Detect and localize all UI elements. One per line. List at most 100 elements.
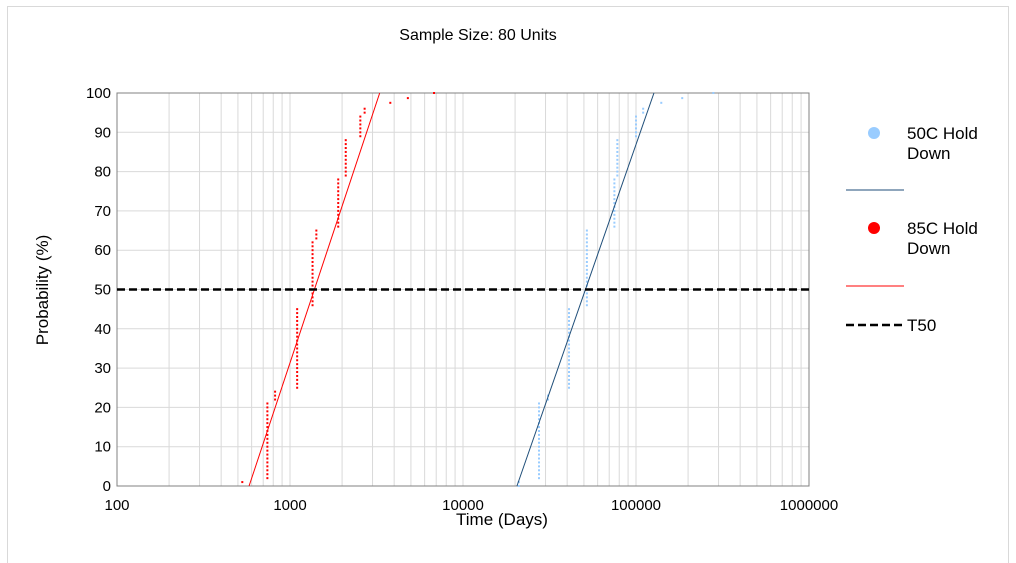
data-point-series-2	[266, 418, 269, 421]
data-point-series-2	[311, 260, 314, 263]
data-point-series-0	[613, 194, 616, 197]
data-point-series-2	[296, 371, 299, 374]
data-point-series-0	[616, 143, 619, 146]
data-point-series-2	[311, 292, 314, 295]
data-point-series-0	[613, 198, 616, 201]
data-point-series-0	[613, 182, 616, 185]
data-point-series-2	[296, 367, 299, 370]
data-point-series-2	[311, 280, 314, 283]
data-point-series-2	[266, 410, 269, 413]
data-point-series-0	[568, 351, 571, 354]
chart-title: Sample Size: 80 Units	[399, 27, 556, 44]
y-axis-title: Probability (%)	[33, 235, 52, 346]
data-point-series-2	[311, 257, 314, 260]
y-tick-label: 90	[94, 124, 111, 141]
data-point-series-2	[266, 465, 269, 468]
data-point-series-2	[274, 390, 277, 393]
data-point-series-0	[568, 382, 571, 385]
y-tick-label: 50	[94, 282, 111, 299]
data-point-series-0	[613, 213, 616, 216]
data-point-series-2	[359, 119, 362, 122]
data-point-series-0	[538, 429, 541, 432]
data-point-series-0	[585, 268, 588, 271]
data-point-series-0	[585, 260, 588, 263]
data-point-series-2	[311, 284, 314, 287]
data-point-series-2	[296, 363, 299, 366]
data-point-series-0	[585, 264, 588, 267]
legend: 50C Hold Down 85C Hold Down T50	[846, 124, 978, 335]
data-point-series-2	[311, 264, 314, 267]
tick-labels: 100 1000 10000 100000 1000000 0 10 20 30 40 50 60 70…	[86, 85, 838, 514]
data-point-series-0	[538, 449, 541, 452]
data-point-series-2	[337, 221, 340, 224]
data-point-series-2	[296, 319, 299, 322]
data-point-series-0	[568, 371, 571, 374]
legend-85c-marker	[868, 222, 880, 234]
data-point-series-0	[635, 127, 637, 130]
data-point-series-2	[344, 147, 347, 150]
data-point-series-2	[296, 351, 299, 354]
data-point-series-2	[311, 296, 314, 299]
data-point-series-2	[337, 205, 340, 208]
data-point-series-0	[642, 107, 645, 110]
data-point-series-2	[296, 359, 299, 362]
y-tick-label: 40	[94, 321, 111, 338]
legend-50c-marker	[868, 127, 880, 139]
data-point-series-2	[359, 131, 362, 134]
data-point-series-2	[296, 386, 299, 389]
data-point-series-2	[359, 127, 362, 130]
data-point-series-0	[616, 139, 619, 142]
data-point-series-0	[538, 465, 541, 468]
data-point-series-2	[296, 378, 299, 381]
y-tick-label: 30	[94, 360, 111, 377]
data-point-series-2	[337, 194, 340, 197]
data-point-series-0	[613, 221, 616, 224]
data-point-series-2	[337, 186, 340, 189]
data-point-series-0	[538, 414, 541, 417]
data-point-series-0	[538, 402, 541, 405]
data-point-series-0	[568, 347, 571, 350]
data-point-series-0	[585, 241, 588, 244]
y-tick-label: 70	[94, 203, 111, 220]
data-point-series-0	[585, 249, 588, 252]
data-point-series-0	[568, 316, 571, 319]
data-point-series-0	[613, 202, 616, 205]
data-point-series-0	[538, 457, 541, 460]
data-point-series-2	[266, 414, 269, 417]
x-tick-label: 1000000	[780, 497, 838, 514]
data-point-series-0	[568, 363, 571, 366]
data-point-series-2	[266, 422, 269, 425]
data-point-series-0	[568, 367, 571, 370]
data-point-series-2	[266, 449, 269, 452]
data-point-series-0	[538, 406, 541, 409]
data-point-series-0	[538, 477, 541, 480]
data-point-series-2	[266, 402, 269, 405]
data-point-series-0	[568, 386, 571, 389]
chart-frame	[7, 6, 1009, 563]
data-point-series-0	[613, 178, 616, 181]
data-point-series-0	[538, 461, 541, 464]
data-point-series-2	[359, 123, 362, 126]
data-point-series-0	[635, 123, 637, 126]
x-tick-label: 100	[104, 497, 129, 514]
data-point-series-0	[585, 257, 588, 260]
data-point-series-0	[585, 276, 588, 279]
x-tick-label: 100000	[611, 497, 661, 514]
data-point-series-0	[568, 312, 571, 315]
data-point-series-0	[616, 170, 619, 173]
data-point-series-0	[585, 292, 588, 295]
data-point-series-0	[613, 186, 616, 189]
data-point-series-2	[296, 355, 299, 358]
y-tick-label: 80	[94, 164, 111, 181]
data-point-series-2	[296, 327, 299, 330]
data-point-series-2	[337, 202, 340, 205]
data-point-series-0	[616, 158, 619, 161]
data-point-series-2	[344, 166, 347, 169]
data-point-series-0	[568, 319, 571, 322]
data-point-series-0	[585, 304, 588, 307]
data-point-series-2	[344, 143, 347, 146]
data-point-series-2	[315, 229, 318, 232]
data-point-series-0	[547, 398, 550, 401]
data-point-series-0	[568, 359, 571, 362]
x-tick-label: 10000	[442, 497, 484, 514]
